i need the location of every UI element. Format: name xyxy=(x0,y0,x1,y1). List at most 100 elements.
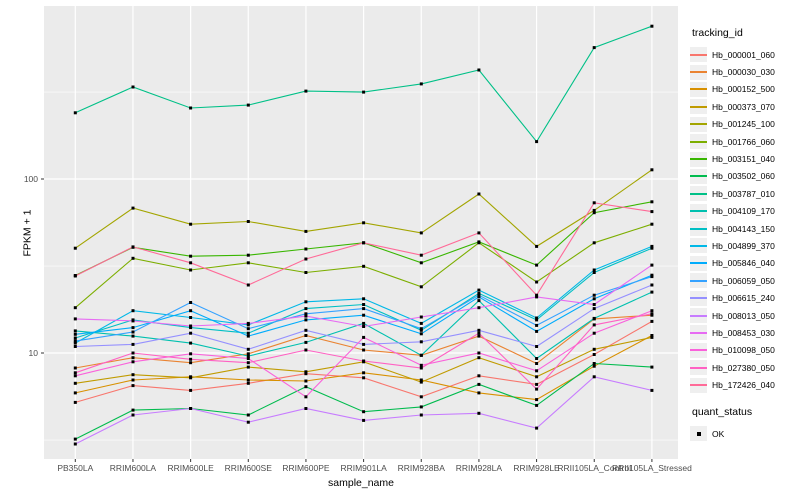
legend-line-swatch xyxy=(690,349,707,352)
legend-item: Hb_005846_040 xyxy=(690,255,798,272)
legend-key-box xyxy=(690,134,707,150)
x-tick-label: RRIM600SE xyxy=(224,463,272,473)
data-point xyxy=(73,400,77,404)
legend-key-box xyxy=(690,273,707,289)
data-point xyxy=(535,280,539,284)
data-point xyxy=(535,295,539,299)
legend-key-box xyxy=(690,203,707,219)
data-point xyxy=(362,359,366,363)
data-point xyxy=(362,90,366,94)
data-point xyxy=(73,111,77,115)
data-point xyxy=(477,391,481,395)
data-point xyxy=(246,420,250,424)
data-point xyxy=(189,376,193,380)
data-point xyxy=(362,303,366,306)
data-point xyxy=(535,398,539,402)
data-point xyxy=(246,334,250,338)
data-point xyxy=(477,231,481,235)
data-point xyxy=(189,268,193,272)
legend-line-swatch xyxy=(690,262,707,265)
legend-key-box xyxy=(690,168,707,184)
x-tick-label: RRIM928LA xyxy=(455,463,503,473)
data-point xyxy=(73,381,77,385)
legend-item: Hb_008453_030 xyxy=(690,324,798,341)
data-point xyxy=(304,395,308,399)
legend-line-swatch xyxy=(690,71,707,74)
x-tick-label: RRIM928BA xyxy=(397,463,445,473)
legend-line-swatch xyxy=(690,314,707,317)
data-point xyxy=(246,361,250,365)
data-point xyxy=(535,403,539,407)
data-point xyxy=(419,328,423,332)
legend-line-swatch xyxy=(690,297,707,300)
legend-item: Hb_000001_060 xyxy=(690,46,798,63)
data-point xyxy=(419,405,423,409)
data-point xyxy=(535,316,539,320)
x-axis-title: sample_name xyxy=(328,477,394,489)
data-point xyxy=(73,336,77,340)
data-point xyxy=(131,256,135,260)
legend-item-label: Hb_027380_050 xyxy=(712,362,775,373)
data-point xyxy=(535,375,539,379)
legend-item-label: Hb_004109_170 xyxy=(712,206,775,217)
data-point xyxy=(131,351,135,355)
quant-legend-item-label: OK xyxy=(712,428,725,439)
data-point xyxy=(362,325,366,328)
data-point xyxy=(73,371,77,375)
legend-key-box xyxy=(690,377,707,393)
legend-line-swatch xyxy=(690,140,707,143)
data-point xyxy=(477,411,481,415)
legend-key-box xyxy=(690,360,707,376)
legend-item-label: Hb_000030_030 xyxy=(712,67,775,78)
data-point xyxy=(304,314,308,318)
data-point xyxy=(362,371,366,375)
legend-item-label: Hb_006615_240 xyxy=(712,293,775,304)
legend-item-label: Hb_004143_150 xyxy=(712,223,775,234)
legend-item: Hb_004143_150 xyxy=(690,220,798,237)
legend-items: Hb_000001_060 Hb_000030_030 Hb_000152_500 H… xyxy=(690,46,798,394)
data-point xyxy=(362,321,366,325)
x-tick-label: RRII105LA_Stressed xyxy=(611,463,692,473)
legend-item: Hb_172426_040 xyxy=(690,376,798,393)
legend-key-box xyxy=(690,342,707,358)
legend-item-label: Hb_001766_060 xyxy=(712,136,775,147)
data-point xyxy=(419,315,423,319)
legend-item: Hb_000030_030 xyxy=(690,63,798,80)
data-point xyxy=(592,303,596,306)
legend-key-box xyxy=(690,290,707,306)
data-point xyxy=(304,385,308,389)
data-point xyxy=(362,307,366,311)
quant-legend-item: OK xyxy=(690,425,798,442)
legend-key-box xyxy=(690,99,707,115)
data-point xyxy=(131,378,135,382)
data-point xyxy=(246,103,250,107)
data-point xyxy=(477,293,481,297)
data-point xyxy=(73,442,77,446)
data-point xyxy=(592,331,596,335)
data-point xyxy=(246,378,250,382)
data-point xyxy=(477,288,481,292)
data-point xyxy=(131,309,135,313)
data-point xyxy=(419,253,423,257)
legend-key-box xyxy=(690,116,707,132)
legend-line-swatch xyxy=(690,331,707,334)
data-point xyxy=(304,328,308,332)
legend: tracking_id Hb_000001_060 Hb_000030_030 Hb… xyxy=(690,27,798,442)
data-point xyxy=(535,244,539,248)
quant-legend: quant_status OK xyxy=(690,406,798,442)
data-point xyxy=(189,301,193,304)
data-point xyxy=(419,327,423,331)
data-point xyxy=(477,351,481,355)
y-tick-label: 100 xyxy=(23,174,38,184)
legend-line-swatch xyxy=(690,53,707,56)
data-point xyxy=(650,335,654,339)
data-point xyxy=(535,357,539,360)
data-point xyxy=(246,413,250,417)
x-tick-label: RRII105LA_Control xyxy=(557,463,632,473)
data-point xyxy=(73,306,77,310)
data-point xyxy=(419,321,423,325)
data-point xyxy=(189,324,193,328)
legend-line-swatch xyxy=(690,227,707,230)
legend-item: Hb_010098_050 xyxy=(690,342,798,359)
legend-item: Hb_003502_060 xyxy=(690,168,798,185)
